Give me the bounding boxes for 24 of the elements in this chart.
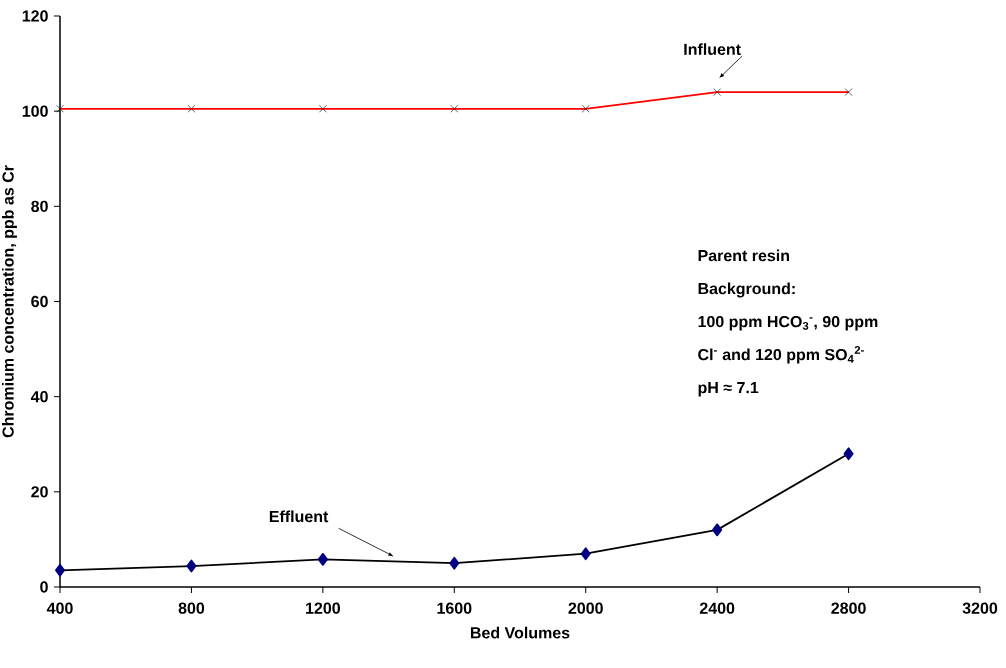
annotation: Background: <box>698 282 795 298</box>
y-tick-label: 0 <box>40 581 48 593</box>
y-tick-label: 80 <box>31 200 48 212</box>
x-axis-title: Bed Volumes <box>470 626 570 639</box>
y-tick-label: 20 <box>31 486 48 498</box>
x-tick-label: 2800 <box>831 602 866 614</box>
y-axis-title: Chromium concentration, ppb as Cr <box>2 165 17 438</box>
annotation: Cl$^{-}$ and 120 ppm SO$_{4}$2- <box>698 346 864 364</box>
x-tick-label: 400 <box>46 602 73 614</box>
text: Effluent <box>269 510 329 523</box>
annotation: Parent resin <box>698 249 790 262</box>
annotation: pH ≈ 7.1 <box>698 382 759 397</box>
x-tick-label: 1600 <box>437 602 472 614</box>
y-tick-label: 40 <box>30 391 48 403</box>
x-tick-label: 3200 <box>962 602 998 614</box>
x-tick-label: 1200 <box>306 602 340 614</box>
y-tick-label: 100 <box>22 105 48 117</box>
x-tick-label: 2400 <box>699 602 735 614</box>
x-tick-label: 800 <box>178 602 205 614</box>
x-tick-label: 2000 <box>568 602 603 614</box>
y-tick-label: 120 <box>22 10 48 22</box>
annotation: 100 ppm HCO$_{3}$$^{-}$, 90 ppm <box>698 315 878 331</box>
text: Influent <box>684 43 741 55</box>
y-tick-label: 60 <box>31 295 48 308</box>
